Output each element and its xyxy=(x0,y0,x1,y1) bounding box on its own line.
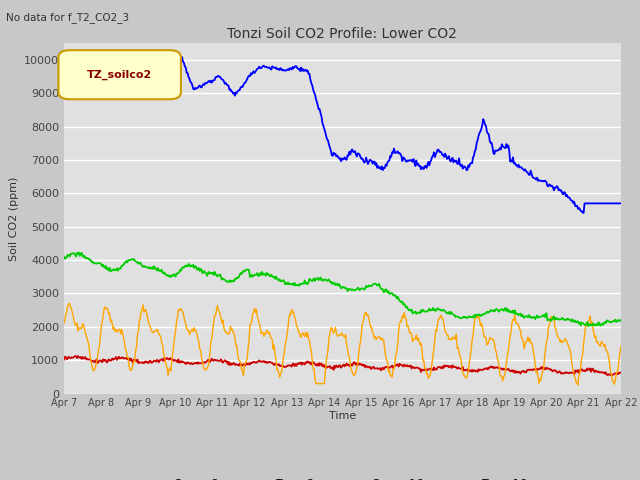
Legend: Open -8cm, Tree -8cm, Open -16cm, Tree -16cm: Open -8cm, Tree -8cm, Open -16cm, Tree -… xyxy=(137,474,548,480)
Text: No data for f_T2_CO2_3: No data for f_T2_CO2_3 xyxy=(6,12,129,23)
FancyBboxPatch shape xyxy=(58,50,181,99)
Title: Tonzi Soil CO2 Profile: Lower CO2: Tonzi Soil CO2 Profile: Lower CO2 xyxy=(227,27,458,41)
Y-axis label: Soil CO2 (ppm): Soil CO2 (ppm) xyxy=(8,176,19,261)
Text: TZ_soilco2: TZ_soilco2 xyxy=(87,70,152,80)
X-axis label: Time: Time xyxy=(329,411,356,421)
